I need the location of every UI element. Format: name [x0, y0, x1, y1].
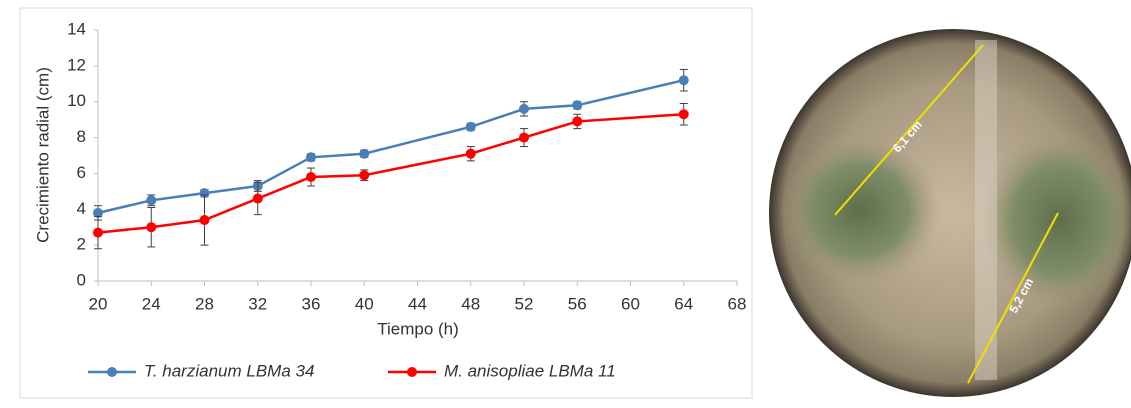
x-tick-label: 40 [355, 294, 374, 313]
y-tick-label: 6 [77, 163, 86, 182]
y-tick-label: 2 [77, 235, 86, 254]
legend-label: M. anisopliae LBMa 11 [444, 361, 616, 380]
y-tick-label: 0 [77, 270, 86, 289]
y-tick-label: 8 [77, 127, 86, 146]
x-tick-label: 24 [142, 294, 161, 313]
point [519, 103, 529, 114]
x-tick-label: 64 [674, 294, 693, 313]
y-tick-label: 14 [67, 19, 86, 38]
x-tick-label: 36 [302, 294, 321, 313]
measure-line [967, 212, 1059, 384]
legend-marker [407, 367, 417, 377]
point [199, 188, 210, 199]
divider [975, 40, 997, 380]
x-tick-label: 48 [461, 294, 480, 313]
y-axis-title: Crecimiento radial (cm) [33, 67, 52, 243]
photo: 6,1 cm 5,2 cm [769, 29, 1131, 397]
point [146, 222, 157, 233]
point [465, 121, 476, 132]
x-tick-label: 28 [195, 294, 214, 313]
point [359, 148, 370, 159]
x-tick-label: 68 [728, 294, 747, 313]
x-tick-label: 60 [621, 294, 640, 313]
legend-label: T. harzianum LBMa 34 [144, 361, 314, 380]
point [93, 207, 103, 218]
x-tick-label: 52 [515, 294, 534, 313]
point [519, 132, 529, 143]
colony [980, 130, 1131, 310]
x-tick-label: 56 [568, 294, 587, 313]
point [465, 148, 476, 159]
point [572, 100, 583, 111]
point [306, 152, 316, 163]
x-axis-title: Tiempo (h) [377, 319, 459, 338]
measure-line [834, 44, 984, 216]
point [678, 109, 689, 120]
series-line [97, 78, 685, 215]
series-line [97, 113, 684, 234]
point [252, 193, 263, 204]
point [359, 170, 370, 181]
point [306, 172, 316, 183]
point [678, 75, 689, 86]
legend-marker [107, 367, 117, 377]
x-tick-label: 32 [248, 294, 267, 313]
y-tick-label: 10 [67, 91, 86, 110]
y-tick-label: 12 [67, 55, 86, 74]
x-tick-label: 44 [408, 294, 427, 313]
colony [780, 135, 940, 285]
point [572, 116, 583, 127]
chart-frame [19, 7, 753, 399]
point [146, 195, 157, 206]
y-tick-label: 4 [77, 199, 86, 218]
point [199, 215, 210, 226]
point [93, 227, 103, 238]
x-tick-label: 20 [89, 294, 108, 313]
